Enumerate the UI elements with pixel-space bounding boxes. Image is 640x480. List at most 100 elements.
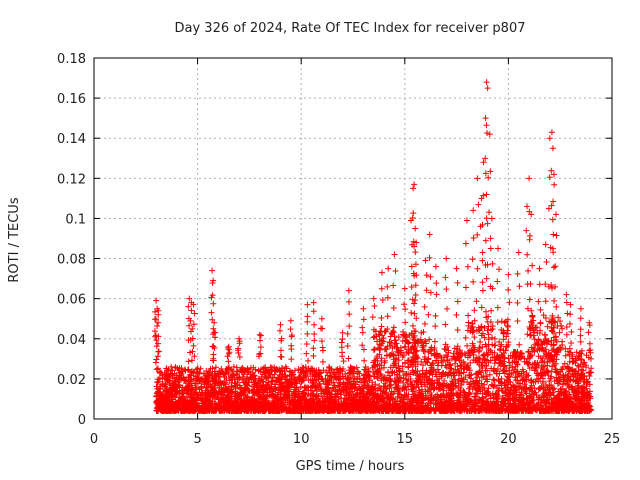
- point-2353: [374, 375, 381, 382]
- point-1492: [297, 383, 304, 390]
- point-3424: [269, 391, 276, 398]
- point-3788: [237, 389, 244, 396]
- point-1361: [491, 360, 498, 367]
- point-2787: [490, 383, 497, 390]
- point-2228: [562, 380, 569, 387]
- point-2474: [479, 364, 486, 371]
- point-2944: [572, 387, 579, 394]
- point-1729: [465, 322, 472, 329]
- point-50: [402, 372, 409, 379]
- point-103: [559, 325, 566, 332]
- point-965: [521, 381, 528, 388]
- point-3370: [455, 394, 462, 401]
- point-2427: [395, 334, 402, 341]
- point-3560: [560, 392, 567, 399]
- point-3471: [504, 323, 511, 330]
- point-907: [550, 346, 557, 353]
- point-3309: [443, 390, 450, 397]
- point-2573: [420, 329, 427, 336]
- point-2946: [541, 358, 548, 365]
- point-1442: [452, 366, 459, 373]
- point-3427: [427, 400, 434, 407]
- point-3270: [280, 394, 287, 401]
- point-2881: [274, 366, 281, 373]
- point-3260: [226, 377, 233, 384]
- point-3181: [428, 365, 435, 372]
- point-3823: [365, 375, 372, 382]
- point-3775: [474, 374, 481, 381]
- point-2971: [286, 372, 293, 379]
- point-3785: [433, 377, 440, 384]
- point-3446: [407, 375, 414, 382]
- point-4836: [492, 342, 499, 349]
- point-2480: [355, 369, 362, 376]
- point-691: [462, 374, 469, 381]
- point-2475: [517, 383, 524, 390]
- point-3659: [500, 395, 507, 402]
- point-3080: [558, 366, 565, 373]
- point-3706: [452, 383, 459, 390]
- point-3573: [193, 399, 200, 406]
- point-2378: [443, 357, 450, 364]
- point-1460: [491, 377, 498, 384]
- point-2498: [496, 346, 503, 353]
- point-4470: [501, 319, 508, 326]
- point-386: [477, 338, 484, 345]
- point-3381: [452, 376, 459, 383]
- point-1651: [446, 361, 453, 368]
- point-3743: [565, 365, 572, 372]
- point-3782: [192, 385, 199, 392]
- point-3611: [381, 389, 388, 396]
- point-3799: [462, 392, 469, 399]
- point-1992: [486, 371, 493, 378]
- point-3777: [154, 379, 161, 386]
- point-3625: [457, 387, 464, 394]
- point-3462: [537, 375, 544, 382]
- point-3683: [535, 396, 542, 403]
- chart-title: Day 326 of 2024, Rate Of TEC Index for r…: [175, 21, 526, 36]
- point-2812: [286, 394, 293, 401]
- point-1828: [379, 332, 386, 339]
- point-2867: [458, 366, 465, 373]
- point-2522: [544, 362, 551, 369]
- point-3488: [483, 362, 490, 369]
- point-2534: [356, 370, 363, 377]
- point-3296: [247, 364, 254, 371]
- point-1169: [573, 349, 580, 356]
- point-3610: [371, 346, 378, 353]
- point-3426: [429, 361, 436, 368]
- point-1991: [374, 374, 381, 381]
- point-3469: [540, 394, 547, 401]
- point-1898: [316, 380, 323, 387]
- point-2695: [268, 377, 275, 384]
- point-1706: [456, 347, 463, 354]
- point-2817: [405, 371, 412, 378]
- point-2605: [542, 332, 549, 339]
- point-2564: [371, 333, 378, 340]
- point-3597: [402, 383, 409, 390]
- point-3583: [238, 365, 245, 372]
- point-3789: [362, 382, 369, 389]
- point-3822: [441, 345, 448, 352]
- point-2443: [324, 372, 331, 379]
- point-3071: [506, 367, 513, 374]
- point-2747: [172, 364, 179, 371]
- point-1502: [556, 329, 563, 336]
- point-3852: [529, 313, 536, 320]
- point-4006: [313, 392, 320, 399]
- point-3321: [561, 376, 568, 383]
- point-3748: [348, 384, 355, 391]
- point-2982: [422, 337, 429, 344]
- point-2586: [383, 346, 390, 353]
- point-3285: [366, 372, 373, 379]
- point-2266: [335, 377, 342, 384]
- point-3250: [184, 366, 191, 373]
- point-3772: [442, 402, 449, 409]
- point-3397: [364, 390, 371, 397]
- point-3387: [491, 335, 498, 342]
- point-3806: [501, 354, 508, 361]
- point-3686: [438, 357, 445, 364]
- point-3662: [403, 377, 410, 384]
- point-3530: [556, 374, 563, 381]
